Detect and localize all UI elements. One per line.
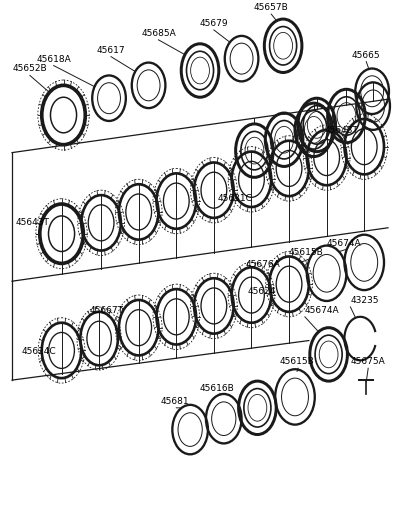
Text: 45675A: 45675A	[350, 357, 385, 366]
Text: 45657B: 45657B	[254, 3, 289, 12]
Text: 45643T: 45643T	[16, 218, 50, 227]
Text: 45615B: 45615B	[279, 357, 314, 366]
Text: 45643T: 45643T	[325, 126, 358, 135]
Text: 45624: 45624	[247, 286, 276, 296]
Text: 45674A: 45674A	[327, 239, 361, 248]
Text: 45617: 45617	[97, 46, 125, 54]
Text: 45616B: 45616B	[200, 384, 235, 393]
Text: 45681: 45681	[160, 397, 189, 406]
Text: 45667T: 45667T	[89, 306, 123, 315]
Text: 45674A: 45674A	[305, 306, 339, 315]
Text: 45624C: 45624C	[22, 347, 57, 357]
Text: 43235: 43235	[350, 296, 379, 305]
Text: 45652B: 45652B	[13, 64, 47, 74]
Text: 45685A: 45685A	[141, 29, 176, 38]
Text: 45676A: 45676A	[245, 261, 280, 269]
Text: 45631C: 45631C	[218, 194, 253, 202]
Text: 45679: 45679	[200, 19, 228, 28]
Text: 45618A: 45618A	[36, 54, 71, 64]
Text: 45665: 45665	[352, 51, 381, 60]
Text: 45615B: 45615B	[289, 249, 324, 257]
